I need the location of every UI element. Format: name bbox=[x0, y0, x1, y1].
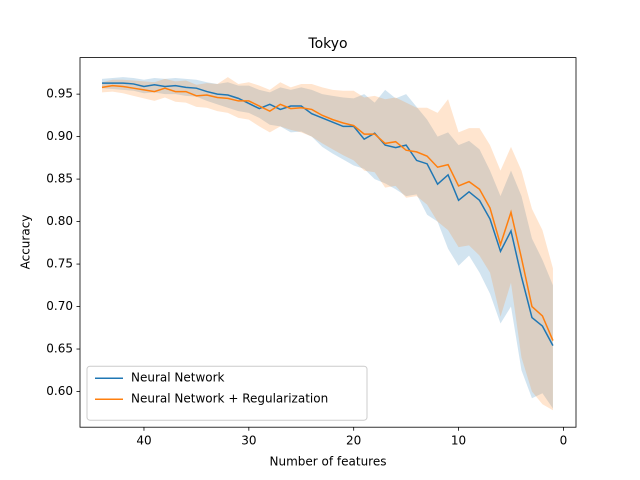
axes-frame bbox=[79, 57, 577, 428]
chart-title: Tokyo bbox=[307, 36, 347, 52]
x-tick-label: 10 bbox=[451, 434, 466, 448]
x-tick-label: 0 bbox=[560, 434, 568, 448]
legend-label: Neural Network bbox=[131, 371, 225, 385]
x-tick-label: 30 bbox=[241, 434, 256, 448]
legend-label: Neural Network + Regularization bbox=[131, 392, 328, 406]
x-tick-label: 40 bbox=[136, 434, 151, 448]
y-tick-label: 0.70 bbox=[46, 299, 73, 313]
legend: Neural Network Neural Network + Regulariz… bbox=[86, 365, 368, 421]
error-band bbox=[102, 77, 553, 409]
legend-box bbox=[86, 365, 368, 421]
y-tick-label: 0.95 bbox=[46, 87, 73, 101]
y-tick-label: 0.90 bbox=[46, 129, 73, 143]
y-tick-label: 0.65 bbox=[46, 342, 73, 356]
y-tick-label: 0.60 bbox=[46, 384, 73, 398]
x-tick-label: 20 bbox=[346, 434, 361, 448]
line bbox=[102, 82, 554, 346]
y-axis-label: Accuracy bbox=[19, 215, 33, 270]
x-axis-label: Number of features bbox=[270, 455, 387, 469]
y-tick-label: 0.75 bbox=[46, 257, 73, 271]
line bbox=[101, 84, 554, 341]
y-tick-label: 0.80 bbox=[46, 214, 73, 228]
y-tick-label: 0.85 bbox=[46, 172, 73, 186]
error-band bbox=[102, 77, 553, 411]
